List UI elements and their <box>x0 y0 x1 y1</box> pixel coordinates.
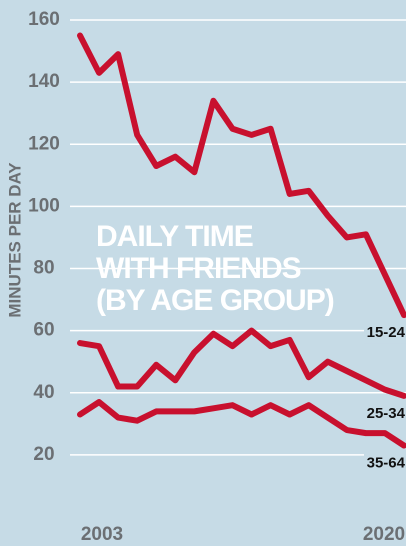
y-tick-label: 20 <box>33 444 54 465</box>
series-label-bg <box>364 453 406 474</box>
data-line <box>77 327 406 399</box>
x-tick-label: 2003 <box>81 524 123 545</box>
chart-title: (BY AGE GROUP) <box>96 284 334 317</box>
series-label-bg <box>364 403 406 424</box>
x-tick-label: 2020 <box>363 524 405 545</box>
y-tick-label: 40 <box>33 382 54 403</box>
chart-title: DAILY TIME <box>96 220 253 253</box>
y-tick-label: 100 <box>28 195 60 216</box>
y-tick-label: 140 <box>28 71 60 92</box>
data-line <box>77 32 406 319</box>
y-axis-label: MINUTES PER DAY <box>5 162 24 318</box>
y-tick-label: 160 <box>28 9 60 30</box>
y-tick-label: 60 <box>33 320 54 341</box>
chart-title: WITH FRIENDS <box>96 252 301 285</box>
data-line <box>77 399 406 449</box>
series-label-bg <box>364 323 406 344</box>
series-label: 35-64 <box>367 455 406 472</box>
y-tick-label: 80 <box>33 258 54 279</box>
y-tick-label: 120 <box>28 133 60 154</box>
series-label: 15-24 <box>367 324 406 341</box>
series-label: 25-34 <box>367 405 406 422</box>
